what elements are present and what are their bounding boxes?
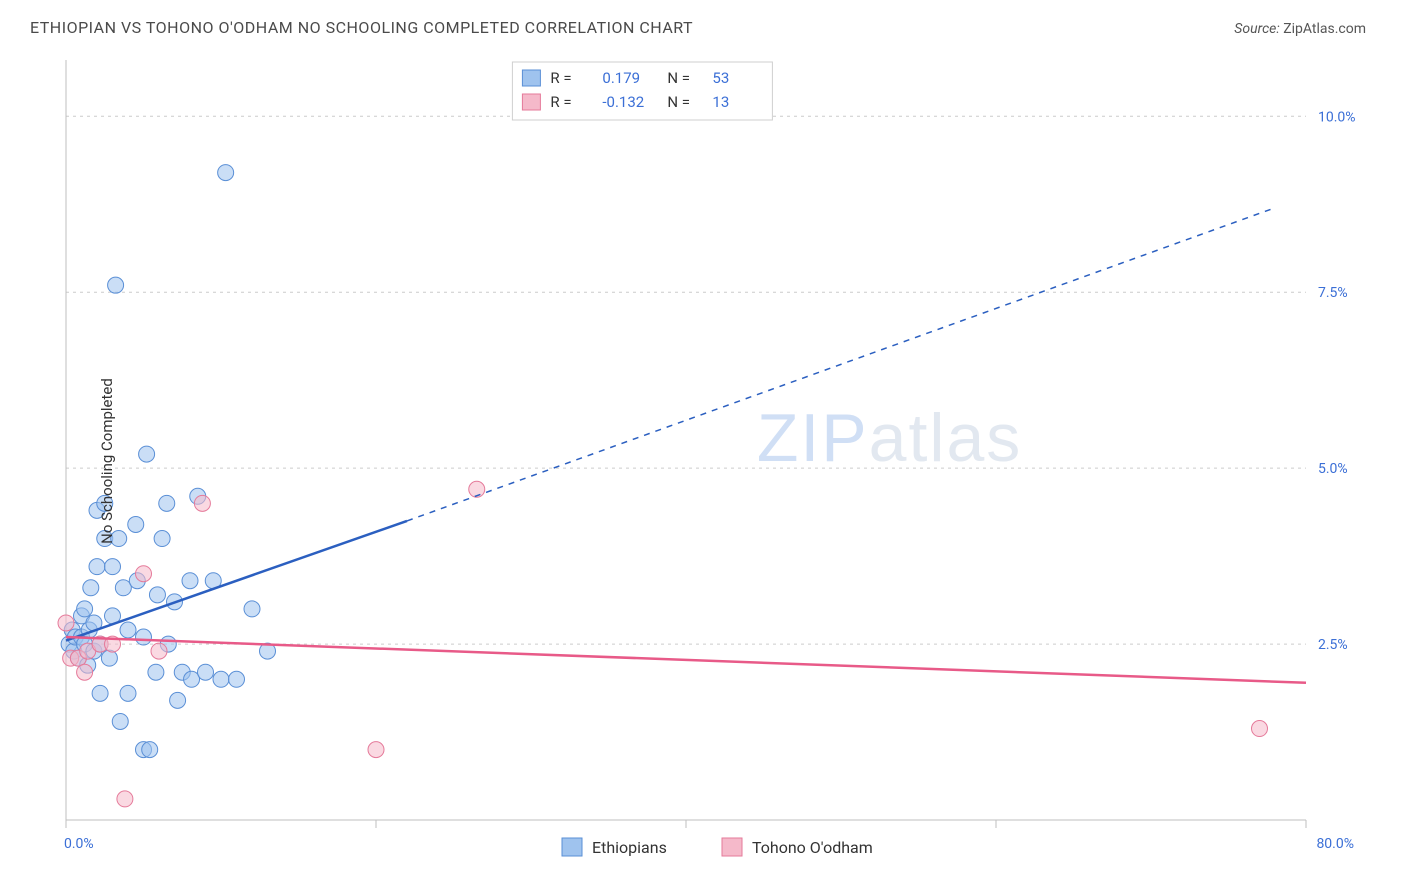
data-point [149,587,165,603]
data-point [120,622,136,638]
source-label: Source: [1234,21,1279,37]
data-point [117,791,133,807]
data-point [469,481,485,497]
data-point [101,650,117,666]
legend-r-label: R = [550,93,571,111]
data-point [194,495,210,511]
data-point [112,713,128,729]
data-point [182,573,198,589]
data-point [77,664,93,680]
data-point [89,559,105,575]
legend-r-label: R = [550,69,571,87]
data-point [120,685,136,701]
series-label: Ethiopians [592,838,667,857]
series-swatch [562,838,582,856]
y-tick-label: 7.5% [1318,285,1348,301]
y-tick-label: 2.5% [1318,637,1348,653]
legend-n-value: 53 [712,69,729,87]
data-point [218,165,234,181]
data-point [198,664,214,680]
data-point [159,495,175,511]
source-value: ZipAtlas.com [1283,21,1366,37]
data-point [139,446,155,462]
data-point [368,742,384,758]
header-row: ETHIOPIAN VS TOHONO O'ODHAM NO SCHOOLING… [0,0,1406,43]
data-point [128,516,144,532]
chart-container: No Schooling Completed 2.5% 5.0% 7.5% 10.0%… [30,50,1376,872]
watermark: ZIPatlas [757,400,1022,476]
data-point [105,559,121,575]
y-tick-label: 5.0% [1318,461,1348,477]
source-attribution: Source: ZipAtlas.com [1234,21,1366,37]
trend-line [66,637,1306,683]
data-point [229,671,245,687]
legend-r-value: 0.179 [602,69,640,87]
data-point [108,277,124,293]
x-min-label: 0.0% [64,836,94,852]
y-axis-label: No Schooling Completed [98,378,116,544]
data-point [142,742,158,758]
data-point [244,601,260,617]
legend-n-label: N = [667,93,690,111]
y-tick-label: 10.0% [1318,109,1356,125]
legend-swatch [522,70,540,86]
series-label: Tohono O'odham [752,838,873,857]
data-point [170,692,186,708]
legend-r-value: -0.132 [602,93,644,111]
data-point [83,580,99,596]
legend-n-value: 13 [712,93,729,111]
data-point [136,566,152,582]
series-swatch [722,838,742,856]
x-max-label: 80.0% [1316,836,1354,852]
data-point [58,615,74,631]
chart-title: ETHIOPIAN VS TOHONO O'ODHAM NO SCHOOLING… [30,18,693,37]
legend-n-label: N = [667,69,690,87]
scatter-chart: 2.5% 5.0% 7.5% 10.0% ZIPatlas 0.0% 80.0% R = 0.1… [30,50,1376,872]
data-point [213,671,229,687]
data-point [77,601,93,617]
legend-swatch [522,94,540,110]
data-point [136,629,152,645]
data-point [154,531,170,547]
data-point [148,664,164,680]
data-point [92,685,108,701]
data-point [151,643,167,659]
data-point [1252,721,1268,737]
